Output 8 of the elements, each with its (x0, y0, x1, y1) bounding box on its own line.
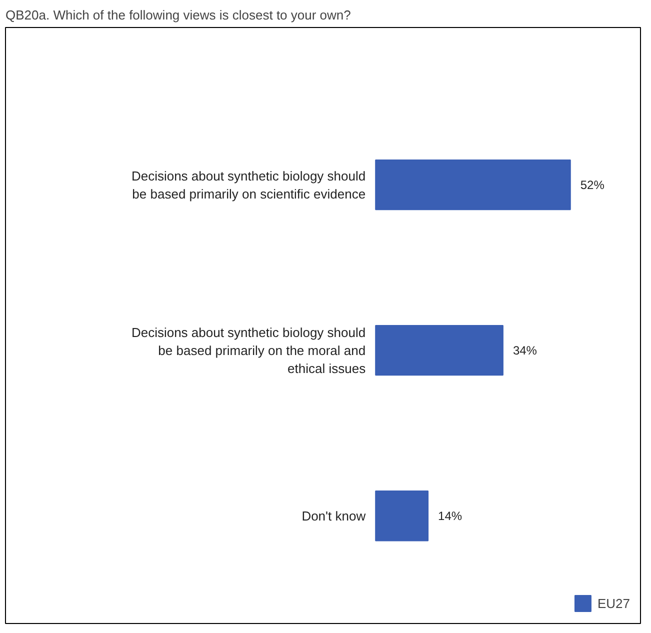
data-label: 52% (580, 178, 605, 192)
legend-label: EU27 (597, 596, 630, 610)
y-tick-label: Decisions about synthetic biology should be based primarily on the moral and ethical issues (131, 324, 366, 376)
data-label: 34% (512, 343, 538, 358)
data-label: 14% (438, 508, 462, 523)
y-tick-label: Don't know (302, 508, 366, 524)
text: QB20a. Which of the following views is closest to your own? (6, 8, 351, 22)
y-tick-label: Decisions about synthetic biology should be based primarily on scientific evidence (131, 168, 366, 202)
